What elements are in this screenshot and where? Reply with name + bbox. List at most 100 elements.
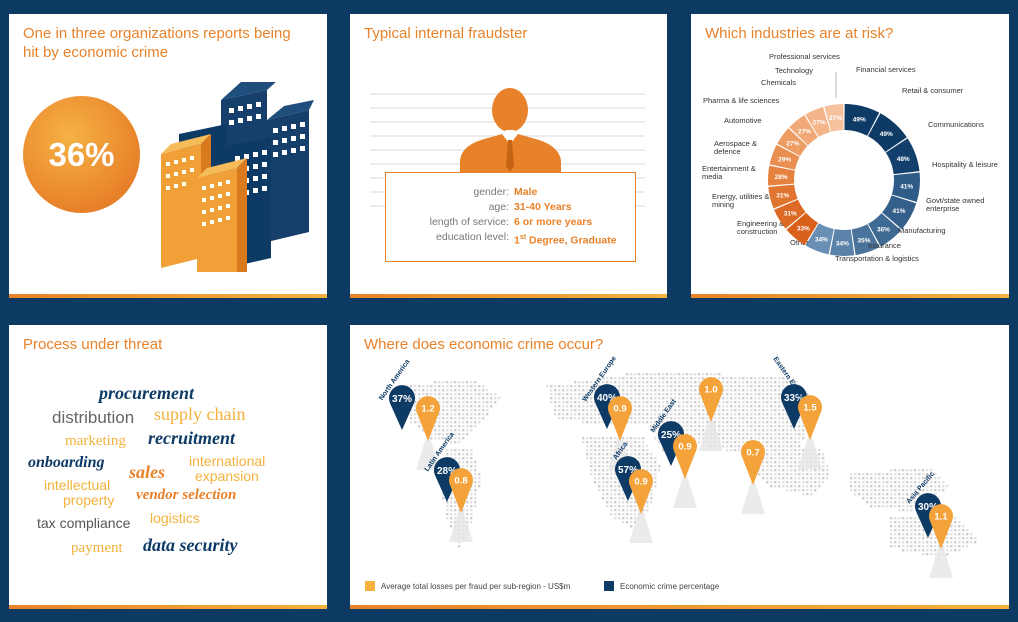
map-dot — [750, 397, 753, 400]
map-dot — [586, 405, 589, 408]
map-dot — [450, 421, 453, 424]
map-dot — [910, 481, 913, 484]
map-dot — [798, 433, 801, 436]
map-dot — [742, 377, 745, 380]
map-dot — [466, 401, 469, 404]
slice-value-label: 27% — [786, 141, 799, 148]
map-dot — [590, 465, 593, 468]
map-dot — [806, 393, 809, 396]
map-dot — [634, 449, 637, 452]
map-dot — [606, 441, 609, 444]
map-dot — [650, 385, 653, 388]
map-dot — [782, 485, 785, 488]
map-dot — [442, 429, 445, 432]
map-dot — [590, 381, 593, 384]
map-dot — [474, 469, 477, 472]
map-dot — [446, 413, 449, 416]
map-dot — [682, 401, 685, 404]
map-dot — [706, 421, 709, 424]
map-dot — [610, 485, 613, 488]
map-dot — [770, 461, 773, 464]
map-dot — [754, 409, 757, 412]
map-dot — [886, 473, 889, 476]
map-dot — [454, 433, 457, 436]
map-dot — [790, 457, 793, 460]
map-dot — [954, 545, 957, 548]
map-dot — [738, 393, 741, 396]
map-dot — [914, 489, 917, 492]
map-dot — [454, 505, 457, 508]
map-dot — [934, 477, 937, 480]
map-dot — [598, 413, 601, 416]
map-dot — [726, 401, 729, 404]
crime-percent-label: 33% — [784, 393, 804, 404]
map-dot — [474, 425, 477, 428]
map-dot — [678, 405, 681, 408]
map-dot — [698, 385, 701, 388]
map-dot — [778, 393, 781, 396]
map-dot — [686, 385, 689, 388]
map-dot — [870, 497, 873, 500]
map-dot — [894, 545, 897, 548]
map-dot — [638, 417, 641, 420]
map-dot — [594, 477, 597, 480]
map-dot — [610, 437, 613, 440]
map-dot — [450, 401, 453, 404]
map-dot — [906, 481, 909, 484]
map-dot — [414, 417, 417, 420]
map-dot — [470, 413, 473, 416]
map-dot — [638, 377, 641, 380]
map-dot — [446, 393, 449, 396]
industry-label: Communications — [928, 120, 984, 129]
map-dot — [818, 485, 821, 488]
map-dot — [762, 405, 765, 408]
map-dot — [766, 449, 769, 452]
map-dot — [790, 445, 793, 448]
map-dot — [702, 405, 705, 408]
industries-card: Which industries are at risk? 49% Financi… — [691, 14, 1009, 298]
map-dot — [562, 401, 565, 404]
map-dot — [614, 441, 617, 444]
map-dot — [598, 381, 601, 384]
map-dot — [474, 421, 477, 424]
map-dot — [634, 389, 637, 392]
map-dot — [682, 393, 685, 396]
map-dot — [414, 421, 417, 424]
map-dot — [454, 425, 457, 428]
map-dot — [770, 385, 773, 388]
map-dot — [662, 413, 665, 416]
map-dot — [890, 477, 893, 480]
loss-amount-label: 0.9 — [634, 477, 647, 488]
map-dot — [918, 541, 921, 544]
map-dot — [942, 545, 945, 548]
industry-label: mining — [712, 200, 734, 209]
map-dot — [626, 397, 629, 400]
map-dot — [954, 517, 957, 520]
map-dot — [566, 405, 569, 408]
map-dot — [618, 489, 621, 492]
map-dot — [774, 437, 777, 440]
map-dot — [902, 493, 905, 496]
map-dot — [590, 449, 593, 452]
map-dot — [658, 405, 661, 408]
map-dot — [790, 449, 793, 452]
map-dot — [462, 401, 465, 404]
map-dot — [750, 425, 753, 428]
map-dot — [442, 389, 445, 392]
map-dot — [694, 401, 697, 404]
map-dot — [474, 389, 477, 392]
map-dot — [746, 413, 749, 416]
map-dot — [734, 425, 737, 428]
map-dot — [774, 453, 777, 456]
map-dot — [658, 417, 661, 420]
map-dot — [670, 377, 673, 380]
map-dot — [450, 525, 453, 528]
map-dot — [774, 377, 777, 380]
map-dot — [446, 449, 449, 452]
map-dot — [798, 481, 801, 484]
map-dot — [454, 397, 457, 400]
map-dot — [466, 457, 469, 460]
map-dot — [438, 381, 441, 384]
map-dot — [706, 413, 709, 416]
crime-percent-label: 40% — [597, 393, 617, 404]
